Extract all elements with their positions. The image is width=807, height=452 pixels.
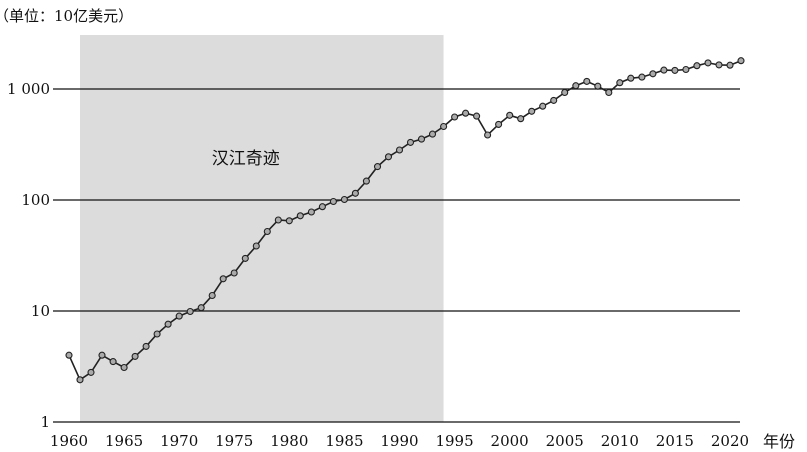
y-axis-ticks: 1 10 100 1 000 [7, 80, 50, 431]
x-axis-ticks: 1960 1965 1970 1975 1980 1985 1990 1995 2000 2005… [50, 432, 749, 450]
x-tick-label: 2005 [546, 432, 584, 450]
data-point [384, 153, 393, 161]
data-point [495, 120, 503, 128]
data-point [164, 320, 172, 328]
data-point [473, 112, 481, 120]
data-point [197, 304, 205, 312]
data-point [340, 195, 348, 204]
data-point [131, 352, 139, 360]
data-point [406, 138, 415, 146]
y-tick-label: 1 000 [7, 80, 50, 98]
x-tick-label: 2020 [711, 432, 749, 450]
data-point [285, 217, 293, 225]
data-point [318, 203, 326, 211]
data-point [241, 254, 249, 262]
data-point [65, 351, 73, 359]
data-point [627, 74, 635, 82]
data-point [274, 216, 282, 224]
x-tick-label: 1975 [215, 432, 253, 450]
shaded-period [80, 35, 444, 422]
data-point [693, 62, 701, 70]
data-point [263, 227, 271, 236]
gridlines [53, 88, 740, 312]
x-tick-label: 1990 [380, 432, 418, 450]
x-tick-label: 2015 [656, 432, 694, 450]
x-tick-label: 1985 [325, 432, 363, 450]
data-point [109, 358, 117, 366]
data-point [506, 111, 514, 119]
data-point [682, 65, 690, 74]
data-point [373, 163, 382, 171]
x-tick-label: 1980 [270, 432, 308, 450]
y-tick-label: 100 [21, 191, 50, 209]
data-point [120, 363, 128, 372]
data-point [517, 115, 525, 123]
data-point [76, 376, 84, 384]
data-point [550, 96, 558, 104]
data-point [572, 82, 580, 90]
data-point [142, 342, 150, 350]
data-points [65, 57, 745, 384]
x-tick-label: 1965 [105, 432, 143, 450]
data-point [616, 79, 624, 87]
data-point [539, 102, 547, 110]
data-point [484, 131, 492, 139]
data-point [660, 66, 668, 74]
data-point [583, 77, 591, 85]
data-point [428, 130, 437, 138]
data-point [230, 269, 238, 277]
data-point [175, 312, 183, 320]
data-point [649, 70, 657, 78]
data-point [594, 82, 602, 90]
data-point [726, 61, 734, 69]
data-point [440, 122, 448, 131]
data-point [219, 275, 227, 283]
data-point [715, 61, 723, 69]
data-point [186, 307, 194, 316]
x-tick-label: 2010 [601, 432, 639, 450]
data-point [208, 291, 216, 300]
x-tick-label: 1960 [50, 432, 88, 450]
y-tick-label: 10 [31, 302, 50, 320]
data-point [307, 208, 315, 216]
data-point [351, 189, 359, 197]
data-point [462, 109, 470, 117]
data-point [561, 88, 569, 97]
x-tick-label: 1995 [435, 432, 473, 450]
data-point [638, 73, 646, 81]
data-point [87, 368, 95, 376]
x-tick-label: 2000 [491, 432, 529, 450]
data-point [737, 57, 745, 65]
y-tick-label: 1 [40, 413, 50, 431]
data-point [417, 135, 426, 143]
data-point [362, 177, 370, 185]
y-unit-label: （单位：10亿美元） [0, 7, 133, 25]
data-point [451, 113, 459, 121]
x-unit-label: 年份 [763, 432, 795, 451]
data-point [252, 242, 260, 250]
data-point [605, 88, 613, 97]
x-tick-label: 1970 [160, 432, 198, 450]
data-point [704, 59, 712, 67]
data-point [98, 351, 106, 359]
data-point [671, 66, 679, 74]
data-point [329, 197, 337, 206]
data-point [153, 330, 161, 338]
shaded-period-label: 汉江奇迹 [212, 149, 280, 169]
data-point [395, 146, 404, 154]
data-point [528, 107, 536, 115]
data-point [296, 212, 304, 220]
